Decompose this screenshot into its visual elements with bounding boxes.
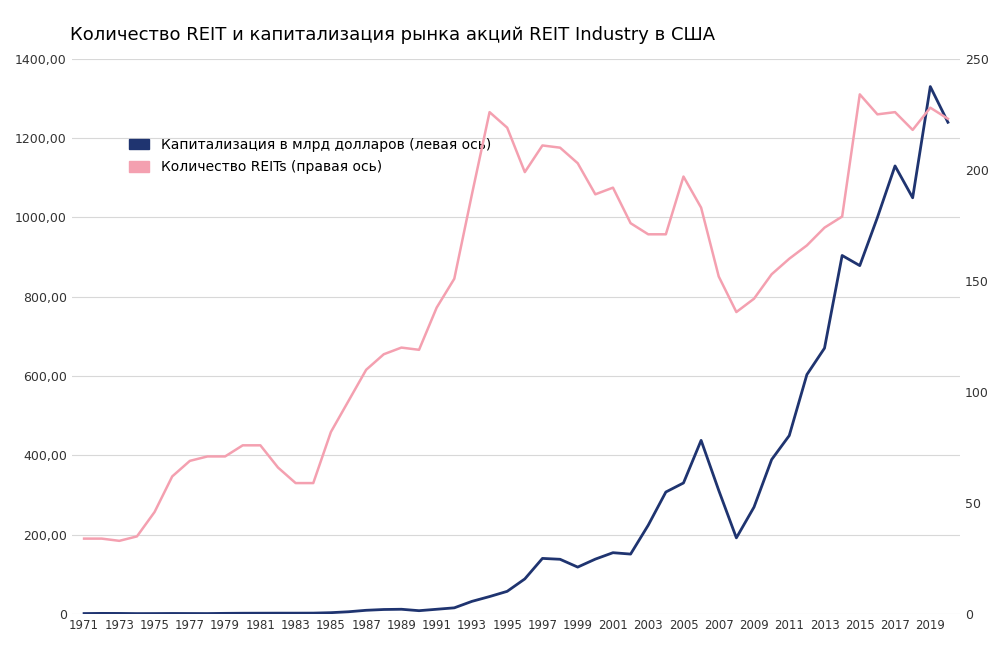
Text: Количество REIT и капитализация рынка акций REIT Industry в США: Количество REIT и капитализация рынка ак…	[70, 26, 715, 44]
Legend: Капитализация в млрд долларов (левая ось), Количество REITs (правая ось): Капитализация в млрд долларов (левая ось…	[123, 133, 495, 180]
